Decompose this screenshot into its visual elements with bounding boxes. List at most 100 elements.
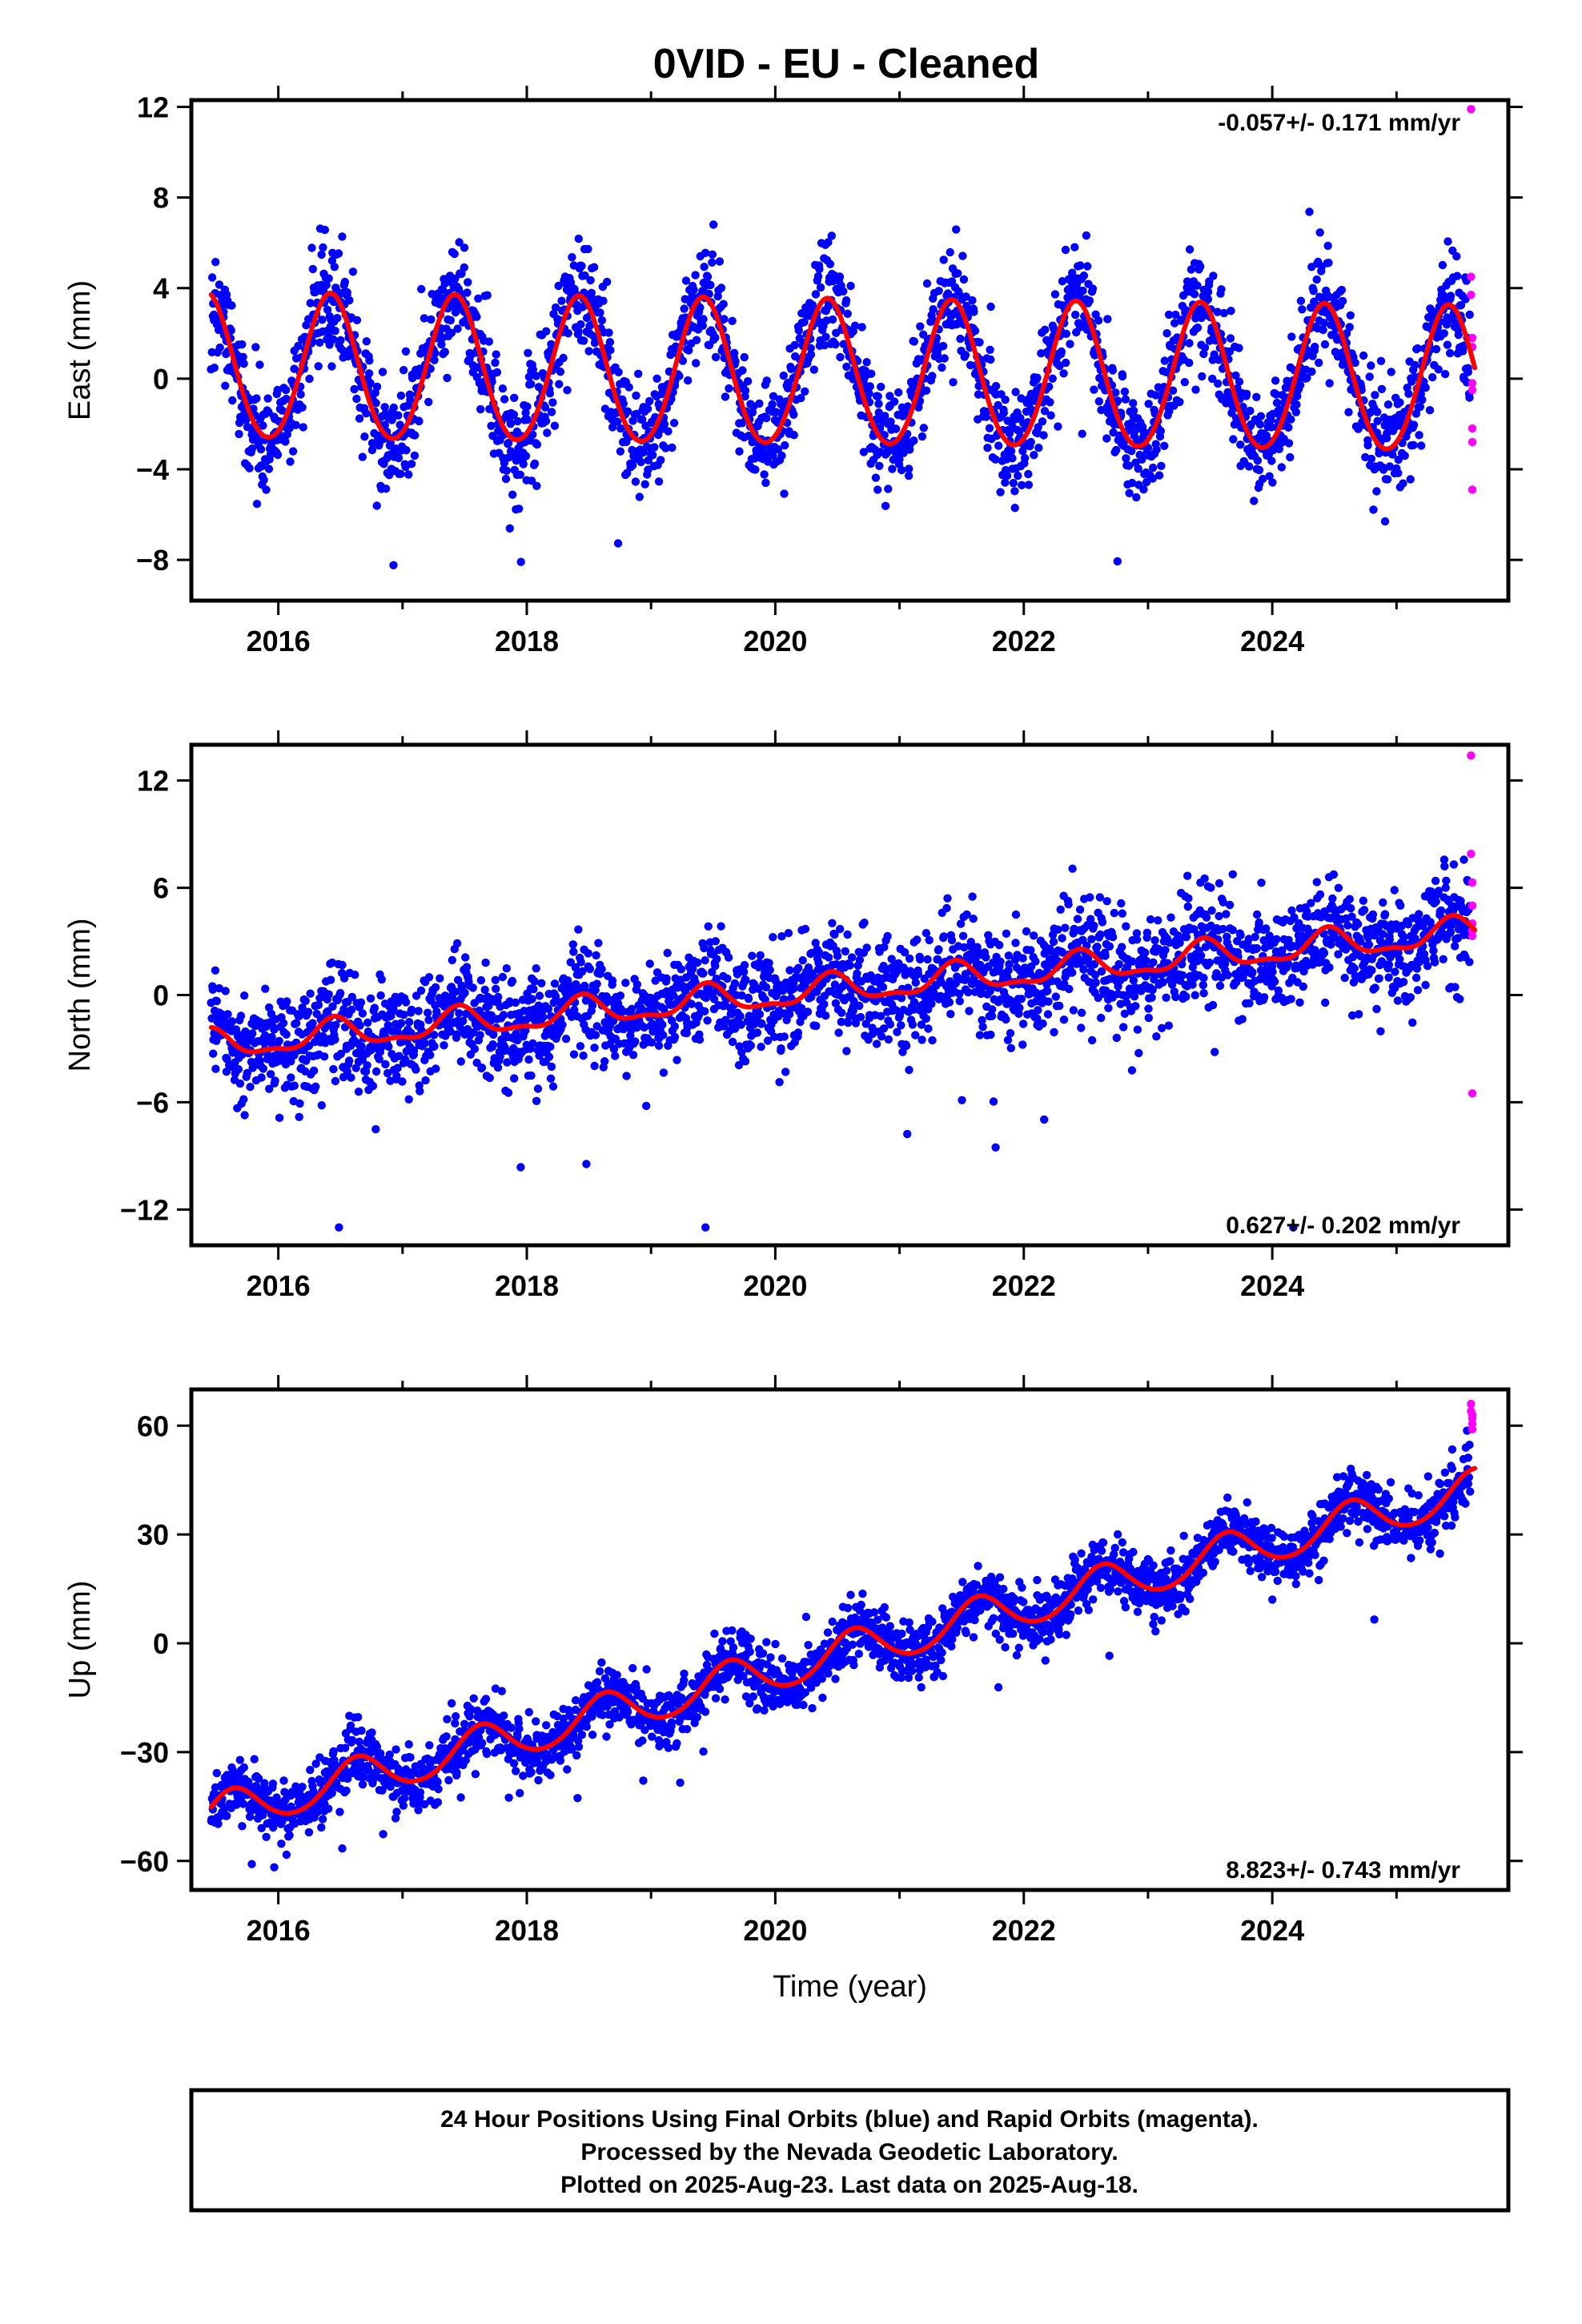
north-final-point	[1049, 937, 1058, 947]
north-final-point	[351, 971, 359, 979]
east-final-point	[367, 445, 377, 455]
east-final-point	[210, 364, 219, 372]
east-final-point	[1411, 409, 1421, 418]
east-final-point	[484, 337, 494, 346]
east-final-point	[329, 335, 338, 344]
north-final-point	[432, 1007, 441, 1016]
east-final-point	[506, 420, 515, 428]
east-final-point	[515, 505, 524, 513]
east-final-point	[532, 440, 542, 449]
north-final-point	[995, 940, 1004, 950]
east-final-point	[407, 460, 416, 468]
east-final-point	[1068, 268, 1077, 277]
north-final-point	[905, 1065, 913, 1075]
north-final-point	[267, 1032, 276, 1042]
east-final-point	[865, 389, 873, 398]
north-final-point	[1236, 931, 1245, 940]
north-final-point	[400, 1011, 408, 1019]
north-final-point	[1055, 1001, 1064, 1011]
east-final-point	[760, 470, 769, 479]
east-final-point	[1388, 450, 1397, 459]
east-final-point	[1083, 262, 1092, 271]
north-final-point	[1270, 977, 1279, 986]
east-final-point	[1185, 245, 1195, 254]
east-final-point	[1359, 351, 1368, 360]
east-final-point	[1164, 310, 1174, 320]
east-final-point	[584, 347, 593, 356]
east-final-point	[1271, 390, 1281, 399]
north-final-point	[1087, 1035, 1097, 1045]
east-final-point	[1387, 368, 1395, 376]
east-final-point	[815, 264, 824, 274]
north-final-point	[1225, 900, 1235, 910]
east-final-point	[1112, 445, 1121, 455]
north-final-point	[537, 979, 546, 988]
north-final-point	[1255, 918, 1263, 927]
north-final-point	[753, 1028, 762, 1037]
east-final-point	[510, 393, 519, 402]
east-final-point	[613, 539, 623, 548]
north-final-point	[1043, 987, 1052, 995]
east-final-point	[974, 390, 983, 399]
east-final-point	[338, 232, 347, 241]
east-rapid-point	[1468, 424, 1477, 433]
east-final-point	[816, 283, 825, 292]
east-final-point	[1440, 369, 1450, 379]
east-final-point	[1129, 406, 1138, 415]
east-final-point	[366, 379, 375, 388]
north-final-point	[335, 988, 345, 998]
east-final-point	[527, 476, 536, 485]
north-final-point	[968, 892, 977, 901]
east-final-point	[631, 477, 640, 486]
east-final-point	[460, 243, 469, 252]
east-final-point	[500, 458, 509, 468]
east-final-point	[781, 440, 789, 450]
north-final-point	[295, 1099, 304, 1108]
east-final-point	[1076, 261, 1085, 270]
north-final-point	[1245, 999, 1254, 1008]
east-final-point	[1231, 371, 1240, 380]
north-final-point	[591, 1031, 600, 1039]
east-final-point	[1465, 310, 1474, 320]
east-final-point	[252, 500, 262, 509]
east-final-point	[352, 316, 362, 324]
north-final-point	[820, 999, 829, 1009]
north-final-point	[1215, 879, 1224, 888]
north-final-point	[234, 1065, 243, 1074]
east-rapid-point	[1468, 485, 1477, 494]
east-final-point	[991, 455, 1000, 464]
east-final-point	[440, 348, 449, 356]
east-final-point	[1399, 479, 1407, 488]
north-final-point	[1144, 1013, 1154, 1023]
north-final-point	[1091, 978, 1100, 987]
north-final-point	[1199, 973, 1208, 983]
east-final-point	[589, 263, 599, 271]
north-final-point	[370, 1003, 379, 1012]
north-final-point	[947, 935, 957, 945]
figure-title: 0VID - EU - Cleaned	[653, 41, 1040, 87]
east-final-point	[916, 322, 925, 331]
east-final-point	[299, 423, 307, 432]
north-final-point	[371, 1124, 380, 1134]
east-final-point	[463, 288, 472, 297]
north-final-point	[1002, 929, 1011, 939]
east-final-point	[1008, 454, 1017, 463]
east-final-point	[372, 382, 382, 392]
north-final-point	[271, 1076, 279, 1085]
east-final-point	[227, 326, 235, 335]
north-final-point	[730, 1024, 740, 1033]
east-final-point	[1417, 441, 1426, 450]
north-final-point	[510, 1074, 519, 1083]
east-final-point	[701, 248, 710, 257]
north-final-point	[709, 995, 719, 1003]
east-final-point	[551, 303, 560, 312]
north-final-point	[1183, 902, 1193, 911]
east-final-point	[307, 243, 316, 252]
east-x-tick-label: 2024	[1240, 625, 1304, 657]
north-final-point	[328, 1002, 337, 1011]
east-final-point	[1038, 417, 1047, 426]
north-final-point	[532, 964, 540, 973]
east-final-point	[1345, 323, 1354, 332]
